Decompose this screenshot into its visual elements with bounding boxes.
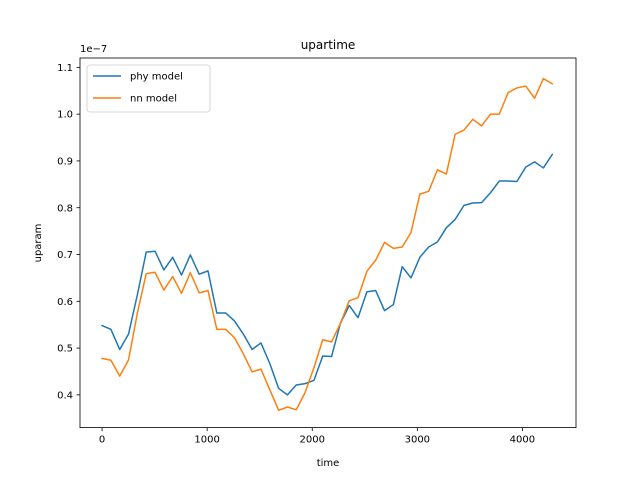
x-tick-label: 2000 bbox=[300, 435, 325, 446]
legend-entry-label: phy model bbox=[130, 72, 183, 83]
y-tick-label: 0.8 bbox=[57, 203, 73, 214]
series-line-2 bbox=[101, 77, 554, 412]
y-tick-label: 0.9 bbox=[57, 157, 73, 168]
legend: phy model nn model bbox=[86, 64, 211, 113]
chart-title: upartime bbox=[301, 38, 356, 52]
x-tick-label: 4000 bbox=[510, 435, 535, 446]
y-tick-label: 1.1 bbox=[57, 63, 73, 74]
plot-area bbox=[101, 77, 554, 412]
y-axis-label: uparam bbox=[33, 224, 44, 263]
x-tick-label: 0 bbox=[99, 435, 105, 446]
series-line-1 bbox=[101, 153, 554, 396]
y-tick-label: 0.4 bbox=[57, 390, 73, 401]
y-tick-label: 1.0 bbox=[57, 110, 73, 121]
x-axis-label: time bbox=[317, 458, 340, 469]
x-axis: 0 1000 2000 3000 4000 bbox=[99, 427, 535, 446]
y-axis: 0.4 0.5 0.6 0.7 0.8 0.9 1.0 1.1 bbox=[57, 63, 80, 401]
y-tick-label: 0.6 bbox=[57, 297, 73, 308]
y-offset-text: 1e−7 bbox=[80, 44, 107, 55]
x-tick-label: 3000 bbox=[405, 435, 430, 446]
legend-entry-label: nn model bbox=[130, 94, 177, 105]
y-tick-label: 0.7 bbox=[57, 250, 73, 261]
plot-frame bbox=[79, 57, 577, 429]
x-tick-label: 1000 bbox=[194, 435, 219, 446]
y-tick-label: 0.5 bbox=[57, 344, 73, 355]
